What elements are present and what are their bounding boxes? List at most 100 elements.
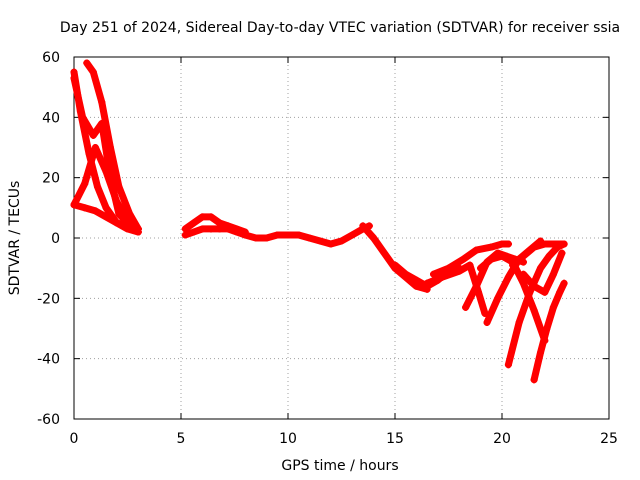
data-point-pass-05 xyxy=(81,180,89,188)
data-point-pass-08 xyxy=(284,231,292,239)
data-point-pass-11 xyxy=(459,255,467,263)
data-point-pass-16 xyxy=(504,361,512,369)
data-point-pass-04 xyxy=(81,204,89,212)
data-point-pass-12 xyxy=(466,261,474,269)
data-point-pass-10 xyxy=(412,276,420,284)
data-point-pass-15 xyxy=(483,318,491,326)
data-point-pass-14 xyxy=(530,306,538,314)
data-point-pass-11 xyxy=(504,240,512,248)
data-point-pass-18 xyxy=(530,376,538,384)
data-point-pass-02 xyxy=(89,131,97,139)
data-point-pass-08 xyxy=(295,231,303,239)
data-point-pass-04 xyxy=(102,213,110,221)
data-point-pass-14 xyxy=(498,252,506,260)
axis-ticks: 0 5 10 15 20 25 -60 -40 -20 0 20 40 60 xyxy=(37,50,618,447)
data-point-pass-11 xyxy=(472,246,480,254)
data-point-pass-18 xyxy=(556,288,564,296)
data-point-pass-05 xyxy=(70,201,78,209)
data-point-pass-19 xyxy=(530,282,538,290)
data-point-pass-05 xyxy=(102,168,110,176)
y-tick-label: 60 xyxy=(42,50,60,66)
data-point-pass-16 xyxy=(537,264,545,272)
data-point-pass-17 xyxy=(509,261,517,269)
chart-title: Day 251 of 2024, Sidereal Day-to-day VTE… xyxy=(60,20,620,36)
data-point-pass-03 xyxy=(115,183,123,191)
data-point-pass-01 xyxy=(94,183,102,191)
data-point-pass-09 xyxy=(359,222,367,230)
data-point-pass-17 xyxy=(552,240,559,248)
data-point-pass-18 xyxy=(543,325,551,332)
data-point-pass-15 xyxy=(494,294,502,302)
data-point-pass-06 xyxy=(207,213,215,221)
x-tick-label: 15 xyxy=(386,431,404,447)
y-tick-label: 40 xyxy=(42,110,60,126)
data-point-pass-05 xyxy=(124,216,131,224)
data-point-pass-06 xyxy=(190,219,198,227)
data-point-pass-19 xyxy=(519,270,527,278)
data-point-pass-15 xyxy=(504,273,512,281)
data-point-pass-18 xyxy=(537,349,545,357)
data-point-pass-08 xyxy=(305,234,313,242)
y-tick-label: 0 xyxy=(51,231,60,247)
data-point-pass-11 xyxy=(498,240,506,248)
data-point-pass-07 xyxy=(224,225,232,233)
y-tick-label: -60 xyxy=(37,412,60,428)
data-point-pass-08 xyxy=(273,231,281,239)
data-point-pass-02 xyxy=(79,113,87,121)
x-tick-label: 20 xyxy=(493,431,511,447)
data-point-pass-14 xyxy=(487,255,495,263)
data-point-pass-17 xyxy=(560,240,568,248)
y-tick-label: -20 xyxy=(37,291,60,307)
data-point-pass-08 xyxy=(252,234,260,242)
data-point-pass-19 xyxy=(541,288,549,296)
x-axis-label: GPS time / hours xyxy=(281,458,398,474)
data-point-pass-05 xyxy=(91,144,99,151)
y-tick-label: 20 xyxy=(42,171,60,187)
data-point-pass-01 xyxy=(70,68,78,76)
data-point-pass-06 xyxy=(216,219,224,227)
data-point-pass-11 xyxy=(445,264,452,272)
data-point-pass-13 xyxy=(472,282,480,290)
data-point-pass-05 xyxy=(113,198,121,206)
data-point-pass-10 xyxy=(391,261,399,269)
data-point-pass-11 xyxy=(487,243,495,251)
data-point-pass-13 xyxy=(462,303,470,311)
data-point-pass-02 xyxy=(70,74,78,82)
data-point-pass-04 xyxy=(91,207,99,215)
y-axis-label: SDTVAR / TECUs xyxy=(7,181,23,296)
data-point-pass-14 xyxy=(477,264,485,272)
data-point-pass-09 xyxy=(380,249,388,257)
data-point-pass-18 xyxy=(549,303,557,311)
data-point-pass-07 xyxy=(233,228,241,236)
x-tick-label: 25 xyxy=(600,431,618,447)
data-point-pass-12 xyxy=(423,279,431,287)
data-point-pass-08 xyxy=(263,234,271,242)
data-point-pass-07 xyxy=(181,231,189,239)
data-point-pass-16 xyxy=(545,252,553,260)
data-point-pass-07 xyxy=(198,225,206,233)
data-point-pass-19 xyxy=(549,270,557,278)
x-tick-label: 0 xyxy=(70,431,79,447)
data-point-pass-07 xyxy=(207,225,215,233)
data-point-pass-04 xyxy=(113,219,121,227)
data-point-pass-06 xyxy=(181,225,189,233)
data-point-pass-05 xyxy=(134,225,142,233)
data-point-pass-18 xyxy=(560,279,568,287)
data-point-pass-07 xyxy=(216,225,224,233)
data-point-pass-03 xyxy=(89,68,97,76)
data-point-pass-03 xyxy=(106,144,114,151)
series-group xyxy=(70,59,568,384)
data-point-pass-17 xyxy=(519,252,527,260)
x-tick-label: 5 xyxy=(177,431,186,447)
data-point-pass-08 xyxy=(316,237,324,245)
x-tick-label: 10 xyxy=(279,431,297,447)
data-point-pass-08 xyxy=(338,237,345,245)
data-point-pass-12 xyxy=(455,267,463,275)
data-point-pass-14 xyxy=(519,279,527,287)
data-point-pass-11 xyxy=(430,270,438,278)
data-point-pass-17 xyxy=(530,243,538,251)
data-point-pass-03 xyxy=(98,98,106,106)
data-point-pass-10 xyxy=(402,270,410,278)
data-point-pass-19 xyxy=(558,249,566,257)
y-tick-label: -40 xyxy=(37,352,60,368)
